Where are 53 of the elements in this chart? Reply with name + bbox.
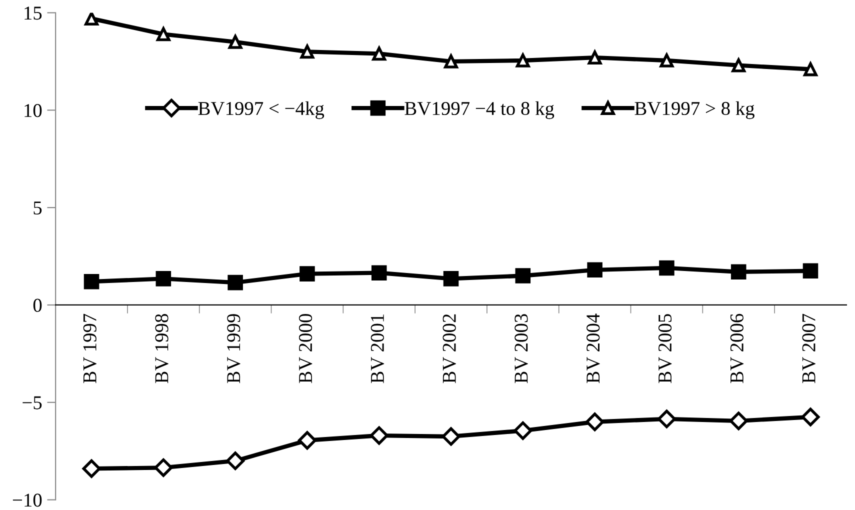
x-tick-label: BV 2006 xyxy=(730,314,744,384)
point xyxy=(372,46,386,61)
point xyxy=(514,421,532,440)
point xyxy=(226,452,245,470)
point xyxy=(729,412,748,430)
point xyxy=(660,54,674,68)
point xyxy=(300,44,314,59)
point xyxy=(515,268,531,284)
x-tick-label: BV 2007 xyxy=(802,314,816,384)
point xyxy=(730,264,746,280)
point xyxy=(586,412,604,432)
point xyxy=(371,265,387,280)
y-tick-label: 5 xyxy=(34,202,42,215)
x-tick-label: BV 1997 xyxy=(83,314,96,384)
y-tick-label: 0 xyxy=(33,298,42,312)
y-tick-label: 15 xyxy=(24,6,42,20)
x-tick-label: BV 1998 xyxy=(155,314,168,384)
x-tick-label: BV 2002 xyxy=(442,314,456,384)
point xyxy=(588,50,602,65)
legend-label: BV1997 < −4kg xyxy=(198,101,324,120)
x-tick-label: BV 2000 xyxy=(298,314,312,384)
y-tick-label: −5 xyxy=(22,396,42,410)
x-tick-label: BV 2003 xyxy=(514,314,528,384)
point xyxy=(587,262,602,278)
point xyxy=(84,12,98,26)
point xyxy=(298,431,316,450)
legend-label: BV1997 −4 to 8 kg xyxy=(404,101,554,120)
point xyxy=(443,271,459,286)
legend-label: BV1997 > 8 kg xyxy=(634,101,754,120)
point xyxy=(444,54,458,68)
point xyxy=(442,427,460,446)
point xyxy=(154,458,173,477)
point xyxy=(732,58,746,72)
point xyxy=(516,54,530,68)
x-tick-label: BV 2001 xyxy=(370,314,384,384)
point xyxy=(300,266,315,282)
point xyxy=(659,260,674,276)
y-tick-label: 10 xyxy=(24,104,42,118)
point xyxy=(802,263,818,279)
point xyxy=(801,408,820,426)
point xyxy=(657,410,676,428)
point xyxy=(370,426,388,445)
x-tick-label: BV 1999 xyxy=(227,314,240,384)
point xyxy=(82,459,101,478)
point xyxy=(228,35,242,49)
point xyxy=(228,274,243,290)
y-tick-label: −10 xyxy=(12,494,42,507)
x-tick-label: BV 2005 xyxy=(658,314,672,384)
point xyxy=(156,271,172,286)
x-tick-label: BV 2004 xyxy=(586,314,600,384)
point xyxy=(156,27,170,42)
point xyxy=(84,274,100,290)
point xyxy=(804,62,818,76)
